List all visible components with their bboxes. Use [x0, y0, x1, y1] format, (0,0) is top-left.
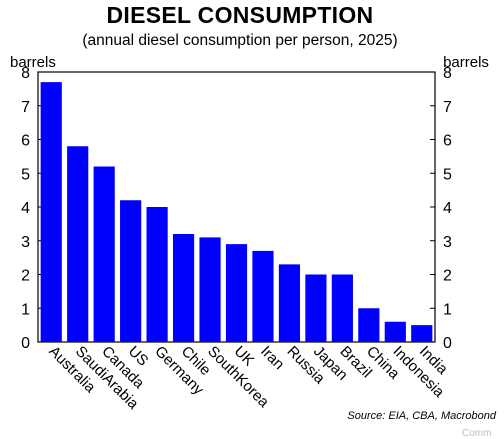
y-tick-label-right: 4	[443, 200, 452, 217]
y-tick-label-right: 5	[443, 166, 452, 183]
y-tick-label-right: 6	[443, 133, 452, 150]
y-axis-label-right: barrels	[443, 54, 489, 71]
y-axis-label-left: barrels	[10, 54, 56, 71]
chart-source: Source: EIA, CBA, Macrobond	[347, 410, 496, 422]
bar-india	[411, 325, 433, 342]
bar-uk	[225, 244, 248, 342]
bar-chile	[172, 234, 195, 342]
y-tick-label-left: 3	[21, 234, 30, 251]
y-tick-label-left: 8	[21, 65, 30, 82]
y-tick-label-left: 2	[21, 268, 30, 285]
y-tick-label-left: 4	[21, 200, 30, 217]
footer-text: Comm	[462, 428, 492, 439]
y-tick-label-right: 2	[443, 268, 452, 285]
bar-saudiarabia	[67, 146, 89, 342]
bar-us	[120, 200, 142, 342]
bar-australia	[40, 82, 62, 342]
chart-subtitle: (annual diesel consumption per person, 2…	[82, 32, 398, 49]
bar-russia	[278, 264, 301, 342]
bar-china	[358, 308, 380, 342]
y-tick-label-left: 0	[21, 335, 30, 352]
y-axis-left: 0 1 2 3 4 5 6 7 8	[21, 65, 43, 352]
bar-japan	[305, 274, 327, 342]
bar-indonesia	[384, 321, 406, 342]
chart-title: DIESEL CONSUMPTION	[106, 2, 374, 28]
bar-southkorea	[199, 237, 221, 342]
y-tick-label-right: 8	[443, 65, 452, 82]
y-tick-label-left: 6	[21, 133, 30, 150]
y-axis-right: 0 1 2 3 4 5 6 7 8	[430, 65, 452, 352]
bar-germany	[146, 207, 168, 342]
bar-canada	[93, 166, 115, 342]
y-tick-label-right: 0	[443, 335, 452, 352]
y-tick-label-right: 1	[443, 301, 452, 318]
y-tick-label-right: 7	[443, 99, 452, 116]
y-tick-label-left: 1	[21, 301, 30, 318]
y-tick-label-left: 7	[21, 99, 30, 116]
bars-group	[40, 82, 433, 342]
bar-iran	[252, 250, 274, 342]
y-tick-label-left: 5	[21, 166, 30, 183]
x-tick-label: Iran	[257, 343, 287, 373]
y-tick-label-right: 3	[443, 234, 452, 251]
bar-brazil	[331, 274, 353, 342]
